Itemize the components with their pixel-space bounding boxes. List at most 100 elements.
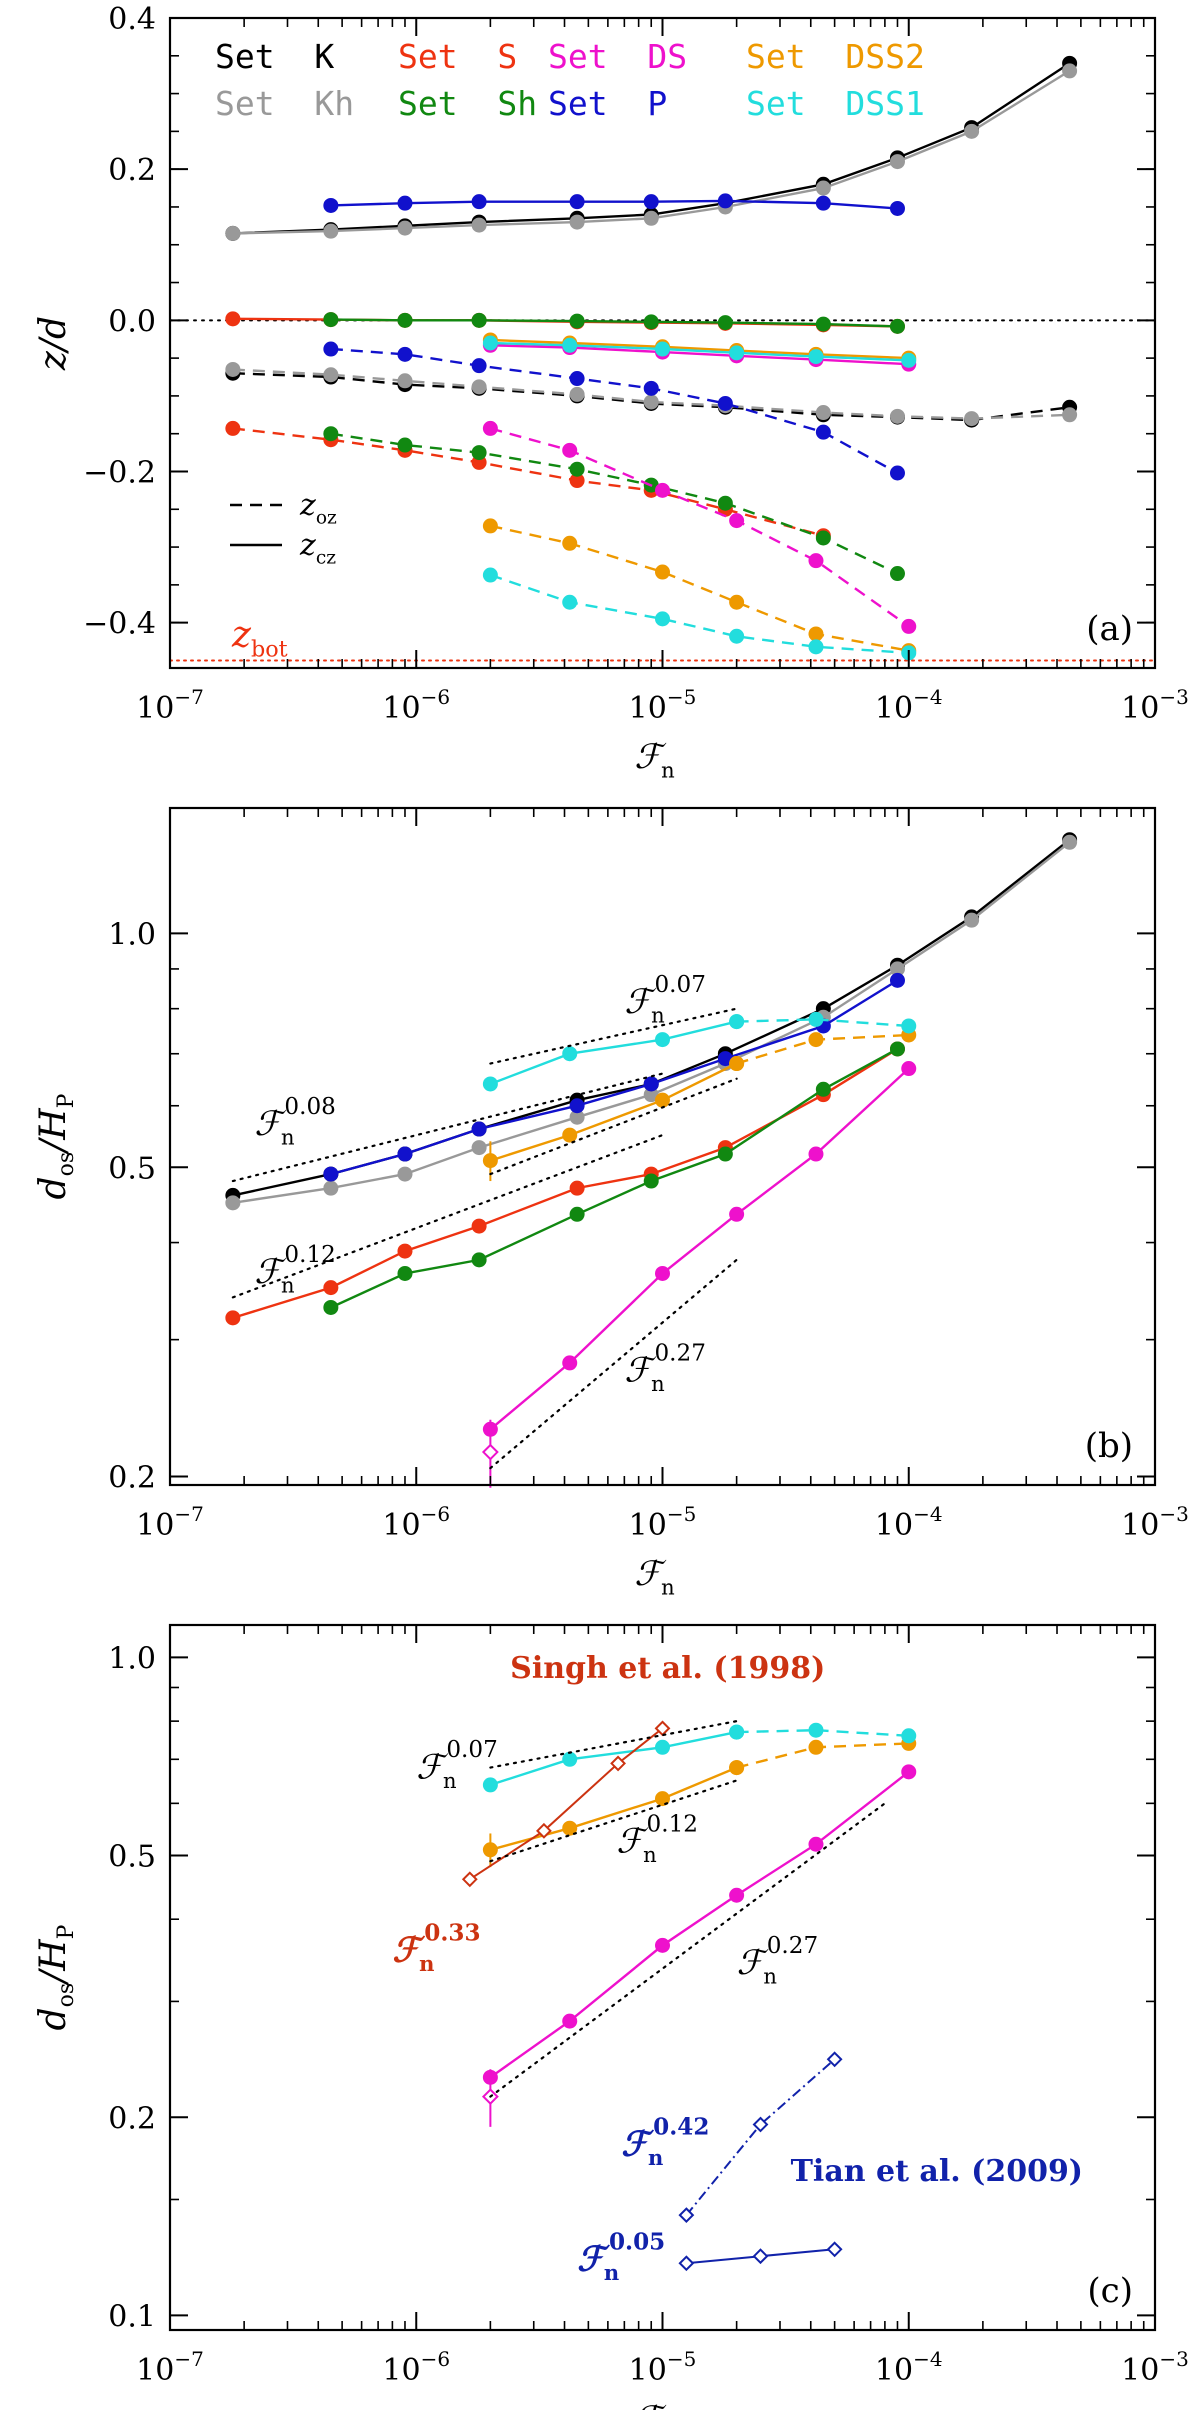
y-tick-label: 0.4 bbox=[108, 2, 156, 37]
data-point-Sh bbox=[471, 445, 487, 461]
data-point-DS bbox=[482, 420, 498, 436]
data-point-DSS1 bbox=[482, 335, 498, 351]
data-point-Sh bbox=[717, 315, 733, 331]
data-point-P bbox=[569, 371, 585, 387]
x-tick-label: 10−5 bbox=[629, 1502, 697, 1543]
fit-line bbox=[489, 1779, 738, 1863]
data-point-Sh bbox=[397, 1265, 413, 1281]
legend-item-Kh: Set Kh bbox=[215, 84, 354, 123]
series-line-DSS1-dashed bbox=[490, 573, 909, 655]
data-point-DS bbox=[729, 513, 745, 529]
y-axis-label: z/d bbox=[33, 316, 74, 371]
data-point-Kh bbox=[323, 367, 339, 383]
series-line-DSS1 bbox=[490, 341, 909, 362]
reference-marker bbox=[826, 2241, 843, 2258]
x-tick-label: 10−7 bbox=[136, 2347, 204, 2388]
legend-zcz-label: zcz bbox=[299, 528, 336, 568]
fit-label: ℱn0.05 bbox=[577, 2228, 665, 2285]
data-point-DSS1 bbox=[901, 352, 917, 368]
y-axis-label: dos/HP bbox=[33, 1093, 79, 1199]
data-point-DS bbox=[808, 553, 824, 569]
data-point-S bbox=[225, 1310, 241, 1326]
panel-0: zbot 10−7 10−6 10−5 10−4 10−3 −0.4 −0.2 0.0 0.2 0.… bbox=[33, 2, 1189, 783]
data-point-Kh bbox=[1062, 407, 1078, 423]
data-point-Kh bbox=[471, 217, 487, 233]
series-line-DSS2-dashed bbox=[490, 524, 910, 652]
data-point-DSS1 bbox=[808, 349, 824, 365]
data-point-DSS1 bbox=[562, 337, 578, 353]
panel-2: 10−7 10−6 10−5 10−4 10−3 0.1 0.2 0.5 1.0 ℱn dos/HP… bbox=[33, 1623, 1189, 2410]
data-point-Kh bbox=[397, 1166, 413, 1182]
data-point-DS bbox=[562, 1355, 578, 1371]
data-point-DS bbox=[655, 1937, 670, 1953]
data-point-DSS1 bbox=[729, 1014, 745, 1030]
singh-label: Singh et al. (1998) bbox=[510, 1651, 825, 1686]
data-point-Sh bbox=[569, 461, 585, 477]
legend-item-DS: Set DS bbox=[548, 37, 687, 76]
data-point-DSS1 bbox=[562, 1751, 578, 1767]
data-point-Sh bbox=[323, 312, 339, 328]
series-line-DSS2 bbox=[490, 1766, 738, 1851]
data-point-DSS2 bbox=[729, 594, 745, 610]
legend-zoz-label: zoz bbox=[299, 488, 337, 528]
y-tick-label: 0.5 bbox=[108, 1839, 156, 1874]
y-tick-label: 0.2 bbox=[108, 1460, 156, 1495]
data-point-Kh bbox=[569, 1109, 585, 1125]
data-point-DSS2 bbox=[808, 626, 824, 642]
data-point-DSS2 bbox=[808, 1739, 824, 1755]
reference-marker bbox=[461, 1871, 478, 1888]
data-point-Sh bbox=[717, 1146, 733, 1162]
data-point-P bbox=[717, 1051, 733, 1067]
data-point-DS bbox=[729, 1206, 745, 1222]
data-point-Sh bbox=[569, 313, 585, 329]
data-point-P bbox=[889, 972, 905, 988]
x-tick-label: 10−3 bbox=[1121, 1502, 1189, 1543]
data-point-Kh bbox=[815, 405, 831, 421]
data-point-DS bbox=[729, 1887, 745, 1903]
x-tick-label: 10−4 bbox=[875, 2347, 943, 2388]
data-point-DSS1 bbox=[482, 1777, 498, 1793]
data-point-Sh bbox=[889, 566, 905, 582]
data-point-Kh bbox=[397, 220, 413, 236]
data-point-DS bbox=[562, 2013, 578, 2029]
data-point-DSS2 bbox=[482, 1842, 498, 1858]
data-point-P bbox=[815, 195, 831, 211]
y-tick-label: −0.4 bbox=[83, 607, 156, 642]
y-tick-label: 0.1 bbox=[108, 2299, 156, 2334]
data-point-Sh bbox=[815, 316, 831, 332]
data-point-Sh bbox=[643, 1173, 659, 1189]
reference-marker bbox=[678, 2255, 695, 2272]
legend-item-P: Set P bbox=[548, 84, 667, 123]
y-tick-label: 0.5 bbox=[108, 1151, 156, 1186]
fit-label: ℱn0.27 bbox=[624, 1340, 706, 1396]
data-point-DSS1 bbox=[655, 1032, 670, 1048]
data-point-Sh bbox=[471, 1252, 487, 1268]
data-point-DS bbox=[808, 1836, 824, 1852]
panel-label: (b) bbox=[1085, 1426, 1133, 1466]
data-point-Sh bbox=[397, 437, 413, 453]
x-tick-label: 10−4 bbox=[875, 685, 943, 726]
series-line-Sh bbox=[330, 1047, 899, 1309]
data-point-Kh bbox=[471, 379, 487, 395]
data-point-DSS1 bbox=[729, 345, 745, 361]
data-point-DSS1 bbox=[562, 594, 578, 610]
fit-label: ℱn0.42 bbox=[621, 2113, 709, 2170]
x-axis-label: ℱn bbox=[634, 737, 674, 783]
fit-line bbox=[489, 1258, 738, 1470]
data-point-DSS2 bbox=[562, 1820, 578, 1836]
series-line-P-dashed bbox=[330, 347, 899, 475]
data-point-Kh bbox=[889, 961, 905, 977]
data-point-Kh bbox=[397, 373, 413, 389]
data-point-Kh bbox=[643, 1087, 659, 1103]
data-point-DSS2 bbox=[808, 1032, 824, 1048]
x-tick-label: 10−4 bbox=[875, 1502, 943, 1543]
series-line-DSS2 bbox=[490, 1062, 738, 1162]
y-tick-label: 0.2 bbox=[108, 2101, 156, 2136]
data-point-Sh bbox=[889, 318, 905, 334]
data-point-Kh bbox=[1062, 834, 1078, 850]
panel-1: 10−7 10−6 10−5 10−4 10−3 0.2 0.5 1.0 ℱn dos/HP (b) bbox=[33, 806, 1189, 1600]
legend-item-DSS1: Set DSS1 bbox=[746, 84, 925, 123]
